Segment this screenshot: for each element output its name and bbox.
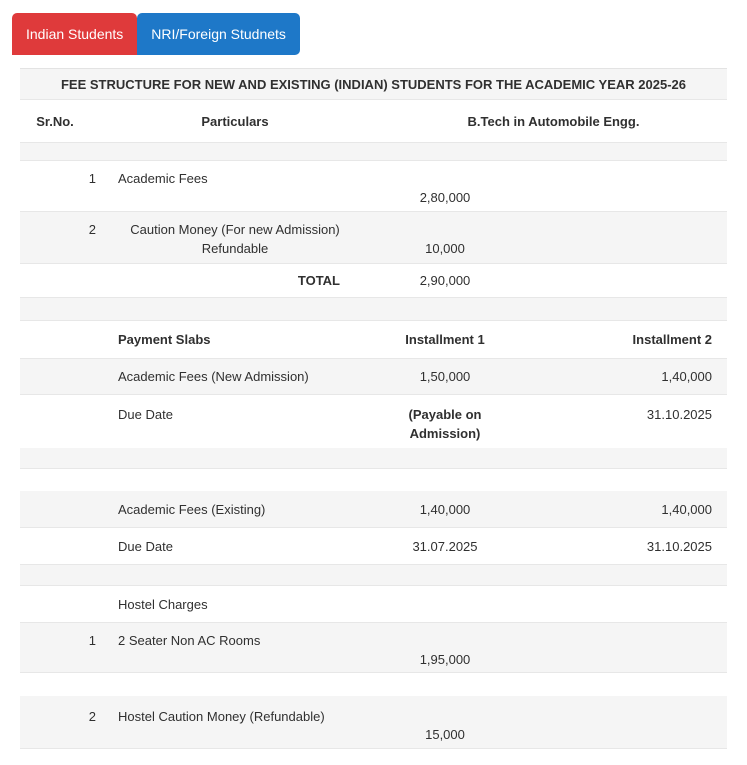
row-due-date-existing: Due Date 31.07.2025 31.10.2025 xyxy=(20,528,727,565)
row-academic-fees: 1 Academic Fees 2,80,000 xyxy=(20,161,727,212)
existing-and-hostel-table: Academic Fees (Existing) 1,40,000 1,40,0… xyxy=(20,491,727,673)
student-type-tabs: Indian Students NRI/Foreign Studnets xyxy=(12,13,747,55)
particulars-line-2: Refundable xyxy=(201,241,269,256)
row-2-seater-non-ac: 1 2 Seater Non AC Rooms 1,95,000 xyxy=(20,623,727,673)
total-label: TOTAL xyxy=(297,273,340,288)
particulars-text: Academic Fees (New Admission) xyxy=(118,369,309,384)
payment-slabs-label: Payment Slabs xyxy=(118,332,211,347)
sr-number: 2 xyxy=(88,709,96,724)
empty-cell xyxy=(530,212,727,263)
fee-structure-panel: FEE STRUCTURE FOR NEW AND EXISTING (INDI… xyxy=(20,68,727,749)
installment-1-value: 1,50,000 xyxy=(419,369,471,384)
installment-1-value: 31.07.2025 xyxy=(412,538,478,554)
column-header-course: B.Tech in Automobile Engg. xyxy=(467,113,640,129)
section-gap xyxy=(20,673,727,696)
empty-cell xyxy=(530,696,727,748)
installment-2-value: 1,40,000 xyxy=(661,501,712,517)
installment-2-value: 31.10.2025 xyxy=(646,407,712,422)
empty-row xyxy=(20,298,727,321)
tab-indian-students[interactable]: Indian Students xyxy=(12,13,138,55)
row-due-date-new-admission: Due Date (Payable on Admission) 31.10.20… xyxy=(20,395,727,444)
total-amount: 2,90,000 xyxy=(419,273,471,288)
row-hostel-caution-money: 2 Hostel Caution Money (Refundable) 15,0… xyxy=(20,696,727,749)
spacer-row xyxy=(20,448,727,469)
row-hostel-charges-header: Hostel Charges xyxy=(20,586,727,623)
hostel-caution-table: 2 Hostel Caution Money (Refundable) 15,0… xyxy=(20,696,727,749)
particulars-text: Academic Fees (Existing) xyxy=(118,501,266,517)
amount-value: 15,000 xyxy=(425,727,465,742)
installment-2-value: 1,40,000 xyxy=(661,369,712,384)
tab-nri-foreign-students[interactable]: NRI/Foreign Studnets xyxy=(137,13,300,55)
amount-value: 1,95,000 xyxy=(419,652,471,667)
payable-on-admission-note: (Payable on Admission) xyxy=(408,407,482,441)
particulars-text: Hostel Caution Money (Refundable) xyxy=(118,709,325,724)
particulars-text: Due Date xyxy=(118,538,173,554)
empty-cell xyxy=(20,395,110,444)
sr-number: 2 xyxy=(88,222,96,237)
row-payment-slabs-header: Payment Slabs Installment 1 Installment … xyxy=(20,321,727,359)
empty-row xyxy=(20,565,727,586)
particulars-text: Due Date xyxy=(118,407,173,422)
particulars-line-1: Caution Money (For new Admission) xyxy=(130,222,340,237)
installment-1-header: Installment 1 xyxy=(405,332,485,347)
empty-row xyxy=(20,143,727,161)
empty-cell xyxy=(530,623,727,672)
empty-cell xyxy=(20,143,727,160)
empty-cell xyxy=(530,161,727,211)
row-total: TOTAL 2,90,000 xyxy=(20,264,727,298)
amount-value: 10,000 xyxy=(425,241,465,256)
empty-cell xyxy=(20,565,727,585)
row-academic-fees-new-admission: Academic Fees (New Admission) 1,50,000 1… xyxy=(20,359,727,395)
installment-2-value: 31.10.2025 xyxy=(646,538,712,554)
particulars-text: Academic Fees xyxy=(118,171,208,186)
row-academic-fees-existing: Academic Fees (Existing) 1,40,000 1,40,0… xyxy=(20,491,727,528)
column-header-sr-no: Sr.No. xyxy=(36,113,74,129)
sr-number: 1 xyxy=(88,171,96,186)
installment-1-value: (Payable on Admission) xyxy=(360,395,530,444)
section-gap xyxy=(20,469,727,491)
particulars-text: Caution Money (For new Admission) Refund… xyxy=(110,212,360,263)
table-title-row: FEE STRUCTURE FOR NEW AND EXISTING (INDI… xyxy=(20,69,727,100)
fee-table: FEE STRUCTURE FOR NEW AND EXISTING (INDI… xyxy=(20,68,727,444)
empty-cell xyxy=(20,298,727,320)
sr-number: 1 xyxy=(88,633,96,648)
row-caution-money: 2 Caution Money (For new Admission) Refu… xyxy=(20,212,727,264)
installment-1-value: 1,40,000 xyxy=(419,501,471,517)
hostel-charges-label: Hostel Charges xyxy=(118,596,208,612)
installment-2-header: Installment 2 xyxy=(632,332,712,347)
table-header-row: Sr.No. Particulars B.Tech in Automobile … xyxy=(20,100,727,143)
column-header-particulars: Particulars xyxy=(201,113,269,129)
particulars-text: 2 Seater Non AC Rooms xyxy=(118,633,261,648)
table-title: FEE STRUCTURE FOR NEW AND EXISTING (INDI… xyxy=(60,76,686,92)
amount-value: 2,80,000 xyxy=(419,190,471,205)
